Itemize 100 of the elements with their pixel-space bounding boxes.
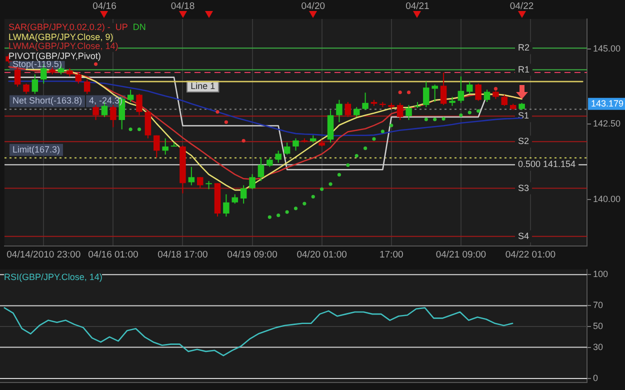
candlestick: [275, 150, 282, 164]
annotation: 143.179: [591, 98, 624, 108]
point: [390, 124, 394, 128]
x-tick-label: 04/20 01:00: [296, 249, 347, 260]
y-tick-label: 145.00: [593, 44, 621, 54]
ref-line-label: S2: [518, 136, 530, 146]
point: [242, 138, 246, 143]
ref-line-label: Limit(167.3): [12, 144, 60, 154]
point: [354, 154, 358, 158]
text: 04/18: [170, 1, 195, 12]
candlestick: [353, 106, 360, 118]
candlestick: [136, 93, 142, 116]
candlestick: [23, 83, 30, 94]
point: [268, 215, 272, 219]
point: [285, 210, 289, 214]
text: 04/20: [301, 1, 326, 12]
text: RSI(GBP/JPY.Close, 14): [4, 272, 102, 283]
point: [137, 127, 142, 132]
ref-line-label: S4: [518, 230, 530, 241]
text: LWMA(GBP/JPY.Close, 9): [8, 32, 114, 42]
candlestick: [196, 176, 204, 189]
y-tick-label: 50: [593, 321, 604, 332]
point: [216, 110, 220, 114]
point: [424, 118, 428, 122]
point: [294, 206, 298, 210]
point: [302, 202, 306, 206]
series-label: LWMA(GBP/JPY.Close, 14): [8, 41, 118, 52]
candlestick: [501, 94, 508, 106]
candlestick: [162, 138, 168, 156]
point: [94, 62, 98, 66]
text: UP: [115, 22, 128, 32]
candlestick: [406, 104, 412, 121]
candlestick: [223, 194, 230, 218]
candlestick: [188, 166, 195, 186]
point: [459, 113, 463, 118]
candlestick: [84, 78, 90, 94]
ref-line-label: 0.500 141.154: [518, 159, 576, 170]
candlestick: [484, 89, 490, 102]
point: [468, 110, 472, 114]
point: [363, 146, 368, 150]
candlestick: [144, 110, 152, 139]
candlestick: [154, 134, 160, 158]
y-tick-label: 70: [593, 300, 604, 310]
point: [442, 116, 446, 121]
candlestick: [110, 104, 116, 128]
x-tick-label: 04/18 17:00: [158, 249, 208, 260]
point: [276, 213, 280, 218]
point: [494, 86, 498, 91]
candlestick: [440, 72, 447, 106]
candlestick: [336, 99, 342, 123]
candlestick: [449, 96, 456, 106]
text: 04/22: [510, 1, 534, 12]
y-tick-label: 30: [593, 342, 604, 352]
ref-line-label: S3: [518, 182, 530, 193]
ref-line-label: R2: [518, 42, 530, 53]
candlestick: [423, 81, 430, 108]
candlestick: [249, 174, 256, 190]
candlestick: [266, 157, 273, 168]
annotation: Line 1: [190, 81, 216, 92]
candlestick: [396, 102, 404, 121]
candlestick: [258, 157, 264, 182]
candlestick: [466, 81, 473, 94]
point: [224, 120, 228, 124]
annotation: PIVOT(GBP/JPY,Pivot): [8, 50, 101, 61]
point: [311, 194, 315, 199]
candlestick: [344, 101, 352, 118]
candlestick: [75, 72, 82, 84]
point: [433, 118, 437, 122]
point: [476, 109, 480, 113]
candlestick: [32, 74, 38, 94]
candlestick: [432, 84, 438, 102]
legend-title: SAR(GBP/JPY,0.02,0.2) -: [8, 22, 110, 32]
point: [328, 182, 332, 186]
ref-line-label: R1: [518, 64, 530, 74]
x-tick-label: 04/19 09:00: [227, 249, 278, 260]
y-tick-label: 100: [593, 269, 608, 280]
candlestick: [362, 92, 368, 111]
candlestick: [284, 142, 290, 156]
y-tick-label: 0: [593, 372, 598, 383]
point: [406, 90, 411, 94]
point: [128, 127, 132, 132]
candlestick: [240, 184, 247, 204]
text: 04/16: [92, 1, 116, 12]
x-tick-label: 04/14/2010 23:00: [6, 249, 81, 260]
x-tick-label: 17:00: [379, 249, 404, 260]
x-tick-label: 04/16 01:00: [88, 249, 138, 260]
candlestick: [92, 104, 99, 121]
y-tick-label: 140.00: [593, 194, 621, 204]
x-tick-label: 04/21 09:00: [436, 249, 486, 260]
point: [320, 187, 324, 192]
point: [372, 137, 376, 141]
text: 04/21: [406, 1, 430, 12]
point: [398, 90, 402, 94]
text: DN: [132, 22, 146, 32]
ref-line-label: Net Short(-163.8): [12, 96, 82, 106]
candlestick: [475, 83, 482, 102]
candlestick: [127, 89, 134, 102]
y-tick-label: 142.50: [593, 118, 621, 129]
x-tick-label: 04/22 01:00: [505, 249, 556, 260]
point: [346, 163, 350, 167]
